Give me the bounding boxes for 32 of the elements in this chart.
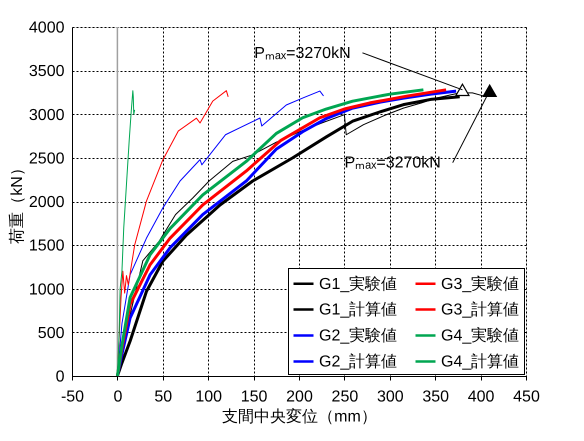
annotation: Pₘₐₓ=3270kN [344,154,441,172]
x-tick-label: -50 [60,388,84,406]
legend-label: G3_実験値 [441,274,520,293]
y-axis-title: 荷重（kN） [8,160,26,244]
x-tick-label: 450 [513,388,540,406]
legend-label: G2_計算値 [319,352,398,370]
x-tick-label: 100 [195,388,222,406]
annotation: Pₘₐₓ=3270kN [254,44,351,62]
x-tick-label: 150 [240,388,268,406]
x-tick-label: 0 [113,388,122,406]
y-tick-label: 500 [38,324,65,342]
legend-label: G1_計算値 [319,300,398,318]
y-tick-label: 3500 [28,63,65,80]
legend-label: G3_計算値 [441,300,520,318]
x-tick-label: 200 [286,388,313,406]
x-tick-label: 50 [154,388,172,406]
x-tick-label: 250 [332,388,358,406]
legend-label: G4_実験値 [441,326,520,344]
y-tick-label: 2500 [28,150,65,168]
y-tick-label: 1500 [28,238,65,255]
y-tick-label: 3000 [28,106,65,124]
y-tick-label: 2000 [28,194,65,211]
legend-label: G4_計算値 [441,352,520,370]
legend-label: G1_実験値 [319,274,398,293]
y-tick-label: 1000 [28,281,65,298]
x-axis-title: 支間中央変位（mm） [222,408,377,426]
legend-label: G2_実験値 [319,326,398,344]
y-tick-label: 0 [56,368,65,386]
x-tick-label: 350 [422,388,450,406]
x-tick-label: 400 [468,388,495,406]
x-tick-label: 300 [376,388,404,406]
y-tick-label: 4000 [28,20,65,36]
